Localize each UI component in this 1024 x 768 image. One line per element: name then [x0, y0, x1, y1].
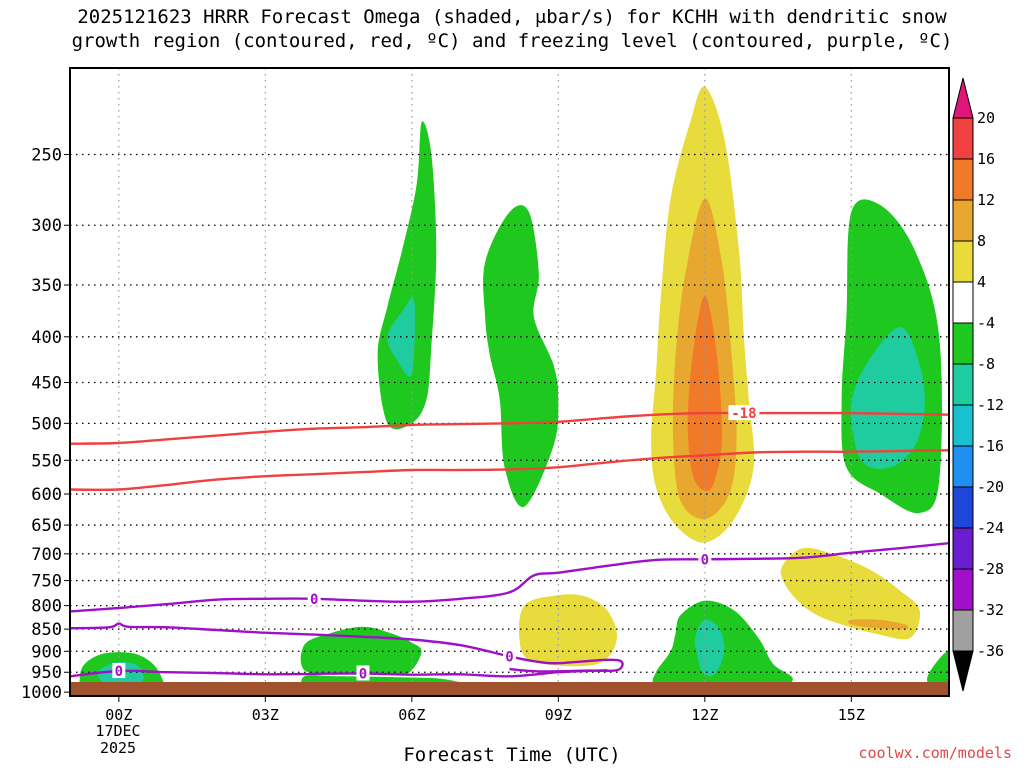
y-tick-label-800: 800: [31, 597, 62, 617]
contour-label-dgz-top-0: -18: [731, 406, 756, 422]
x-tick-label-00Z: 00Z: [105, 706, 132, 724]
colorbar-label-4: 4: [977, 273, 986, 291]
colorbar-label-12: -32: [977, 601, 1004, 619]
colorbar-swatch-10: [952, 527, 974, 570]
chart-title-line-1: 2025121623 HRRR Forecast Omega (shaded, …: [77, 6, 947, 28]
contour-label-bg-freezing-lower-0: [503, 648, 516, 664]
date-day-label: 17DEC: [95, 722, 141, 740]
y-tick-label-600: 600: [31, 485, 62, 505]
colorbar-swatch-6: [952, 363, 974, 406]
contour-label-bg-dgz-top-0: [728, 405, 760, 421]
x-axis-title: Forecast Time (UTC): [403, 744, 621, 766]
colorbar-swatch-3: [952, 240, 974, 283]
y-tick-label-550: 550: [31, 451, 62, 471]
x-tick-label-06Z: 06Z: [398, 706, 425, 724]
y-tick-label-1000: 1000: [21, 683, 62, 703]
y-tick-label-850: 850: [31, 620, 62, 640]
y-tick-label-400: 400: [31, 328, 62, 348]
omega-region--8-12: [694, 619, 725, 677]
contour-label-bg-freezing-upper-1: [698, 551, 712, 567]
colorbar-bottom-arrow: [952, 650, 974, 692]
colorbar-swatch-9: [952, 486, 974, 529]
y-tick-label-950: 950: [31, 663, 62, 683]
colorbar-label-7: -12: [977, 396, 1004, 414]
y-tick-label-500: 500: [31, 414, 62, 434]
colorbar-label-6: -8: [977, 355, 995, 373]
y-tick-label-750: 750: [31, 572, 62, 592]
y-tick-label-300: 300: [31, 216, 62, 236]
x-tick-label-15Z: 15Z: [838, 706, 865, 724]
colorbar-swatch-12: [952, 609, 974, 652]
colorbar-label-1: 16: [977, 150, 995, 168]
y-tick-label-450: 450: [31, 373, 62, 393]
x-tick-label-03Z: 03Z: [252, 706, 279, 724]
site-credit[interactable]: coolwx.com/models: [858, 744, 1012, 762]
contour-dgz-top: [70, 411, 949, 445]
colorbar-label-2: 12: [977, 191, 995, 209]
colorbar-label-8: -16: [977, 437, 1004, 455]
date-year-label: 2025: [99, 739, 137, 757]
contour-dgz-bottom: [70, 449, 949, 492]
colorbar-swatch-7: [952, 404, 974, 447]
contour-label-bg-freezing-surface-0: [112, 663, 126, 679]
omega-region--4-13: [927, 651, 949, 689]
y-tick-label-650: 650: [31, 516, 62, 536]
x-tick-label-09Z: 09Z: [545, 706, 572, 724]
y-tick-label-350: 350: [31, 276, 62, 296]
contour-label-freezing-lower-0: 0: [505, 649, 513, 665]
contour-label-freezing-upper-0: 0: [310, 592, 318, 608]
contour-label-freezing-surface-1: 0: [359, 666, 367, 682]
colorbar-label-5: -4: [977, 314, 995, 332]
contour-freezing-upper: [70, 542, 949, 613]
colorbar-label-3: 8: [977, 232, 986, 250]
contour-label-freezing-surface-0: 0: [115, 664, 123, 680]
y-tick-label-900: 900: [31, 642, 62, 662]
colorbar-top-arrow: [952, 77, 974, 119]
y-tick-label-250: 250: [31, 146, 62, 166]
omega-region--8-7: [851, 327, 925, 469]
omega-region-8-9: [847, 619, 909, 630]
colorbar-swatch-5: [952, 322, 974, 365]
terrain-strip: [70, 682, 949, 696]
colorbar-swatch-4: [952, 281, 974, 324]
colorbar-label-13: -36: [977, 642, 1004, 660]
colorbar-label-11: -28: [977, 560, 1004, 578]
contour-label-bg-freezing-surface-1: [356, 665, 370, 681]
colorbar-swatch-0: [952, 117, 974, 160]
chart-title-line-2: growth region (contoured, red, ºC) and f…: [71, 30, 953, 52]
contour-label-freezing-upper-1: 0: [701, 552, 709, 568]
colorbar-swatch-2: [952, 199, 974, 242]
colorbar-label-0: 20: [977, 109, 995, 127]
contour-freezing-lower: [70, 622, 624, 673]
colorbar-label-9: -20: [977, 478, 1004, 496]
contour-label-bg-freezing-upper-0: [307, 590, 321, 606]
omega-region-4-10: [518, 594, 617, 667]
colorbar-swatch-8: [952, 445, 974, 488]
colorbar-label-10: -24: [977, 519, 1004, 537]
omega-region-4-8: [780, 547, 921, 640]
colorbar-swatch-1: [952, 158, 974, 201]
colorbar-swatch-11: [952, 568, 974, 611]
y-tick-label-700: 700: [31, 545, 62, 565]
x-tick-label-12Z: 12Z: [691, 706, 718, 724]
omega-region--4-2: [483, 205, 559, 508]
contour-freezing-surface: [70, 669, 608, 678]
